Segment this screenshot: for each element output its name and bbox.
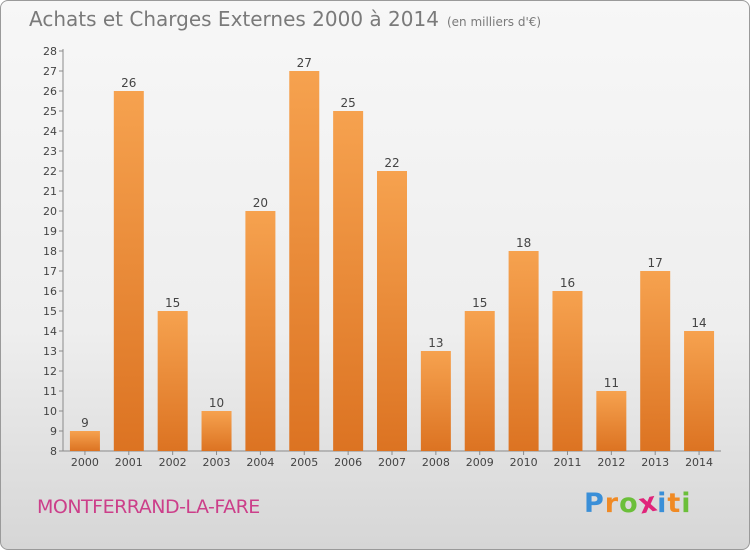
bar-2014 (684, 331, 715, 451)
y-tick-label: 27 (43, 65, 57, 78)
y-tick-label: 14 (43, 325, 57, 338)
y-tick-label: 16 (43, 285, 57, 298)
x-tick-label: 2003 (203, 456, 231, 469)
logo-letter: i (657, 488, 668, 519)
logo-letter: P (584, 488, 605, 519)
data-label-2011: 16 (560, 276, 575, 290)
y-tick-label: 11 (43, 385, 57, 398)
y-tick-label: 26 (43, 85, 57, 98)
bar-2000 (69, 431, 100, 451)
data-label-2004: 20 (253, 196, 268, 210)
y-tick-label: 24 (43, 125, 57, 138)
bar-2008 (420, 351, 451, 451)
logo-letter: i (681, 488, 692, 519)
x-tick-label: 2009 (466, 456, 494, 469)
x-tick-label: 2014 (685, 456, 713, 469)
y-tick-label: 23 (43, 145, 57, 158)
data-label-2002: 15 (165, 296, 180, 310)
x-tick-label: 2013 (641, 456, 669, 469)
place-name: MONTFERRAND-LA-FARE (37, 496, 260, 518)
y-tick-label: 15 (43, 305, 57, 318)
data-label-2001: 26 (121, 76, 136, 90)
data-label-2008: 13 (428, 336, 443, 350)
y-tick-label: 19 (43, 225, 57, 238)
data-label-2010: 18 (516, 236, 531, 250)
x-tick-label: 2006 (334, 456, 362, 469)
proxiti-logo: Proxiti (584, 486, 692, 520)
bar-2007 (377, 171, 407, 451)
data-label-2005: 27 (297, 56, 312, 70)
x-tick-label: 2002 (159, 456, 187, 469)
y-tick-label: 10 (43, 405, 57, 418)
data-label-2007: 22 (384, 156, 399, 170)
y-tick-label: 8 (50, 445, 57, 458)
bar-2006 (333, 111, 364, 451)
x-tick-label: 2007 (378, 456, 406, 469)
bar-2004 (245, 211, 276, 451)
data-label-2003: 10 (209, 396, 224, 410)
bar-2010 (508, 251, 539, 451)
logo-letter: t (667, 488, 682, 519)
y-tick-label: 17 (43, 265, 57, 278)
x-tick-label: 2011 (553, 456, 581, 469)
chart-title-text: Achats et Charges Externes 2000 à 2014 (29, 7, 439, 31)
y-tick-label: 25 (43, 105, 57, 118)
bar-2002 (157, 311, 188, 451)
chart-axes: 8 9 10 11 12 13 14 15 16 17 18 19 20 21 22 23 24 25 26 27 28… (43, 45, 721, 469)
x-tick-label: 2008 (422, 456, 450, 469)
data-label-2014: 14 (691, 316, 706, 330)
y-tick-label: 20 (43, 205, 57, 218)
bar-2009 (464, 311, 495, 451)
data-label-2000: 9 (81, 416, 89, 430)
x-tick-label: 2005 (290, 456, 318, 469)
y-tick-label: 18 (43, 245, 57, 258)
data-label-2013: 17 (648, 256, 663, 270)
chart-title: Achats et Charges Externes 2000 à 2014 (e… (29, 7, 541, 31)
data-label-2012: 11 (604, 376, 619, 390)
data-label-2009: 15 (472, 296, 487, 310)
y-tick-label: 22 (43, 165, 57, 178)
y-tick-label: 9 (50, 425, 57, 438)
bar-2005 (289, 71, 320, 451)
bar-2012 (596, 391, 627, 451)
bar-2011 (552, 291, 583, 451)
bar-2003 (201, 411, 232, 451)
data-label-2006: 25 (340, 96, 355, 110)
y-tick-label: 21 (43, 185, 57, 198)
x-tick-label: 2004 (246, 456, 274, 469)
x-tick-label: 2012 (597, 456, 625, 469)
chart-subtitle: (en milliers d'€) (446, 15, 542, 29)
y-tick-label: 12 (43, 365, 57, 378)
x-tick-label: 2000 (71, 456, 99, 469)
bar-2013 (640, 271, 671, 451)
x-tick-label: 2001 (115, 456, 143, 469)
chart-bars: 9 26 15 10 20 27 25 22 13 15 18 16 11 17 14 (69, 56, 715, 451)
y-tick-label: 13 (43, 345, 57, 358)
x-tick-label: 2010 (510, 456, 538, 469)
logo-letter: r (604, 488, 620, 519)
bar-2001 (113, 91, 144, 451)
y-tick-label: 28 (43, 45, 57, 58)
logo-letter: o (619, 488, 639, 519)
